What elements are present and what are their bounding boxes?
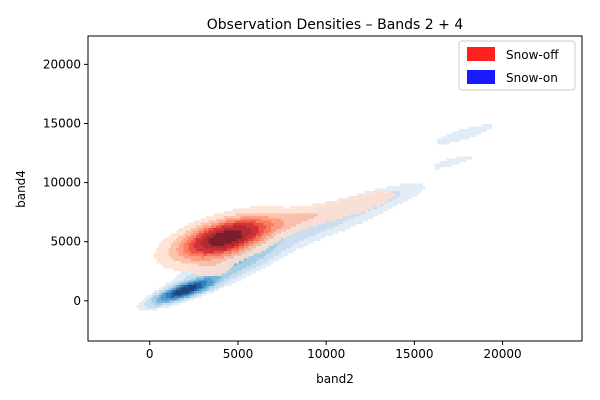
- density-layer: [136, 124, 492, 311]
- y-axis-label: band4: [14, 170, 28, 208]
- y-tick-label: 20000: [43, 57, 81, 71]
- y-axis: 0 5000 10000 15000 20000: [43, 57, 88, 308]
- x-axis-label: band2: [316, 372, 354, 386]
- legend-swatch-snow-off: [467, 47, 495, 61]
- y-tick-label: 5000: [50, 235, 81, 249]
- x-tick-label: 5000: [223, 347, 254, 361]
- x-tick-label: 15000: [395, 347, 433, 361]
- legend-label-snow-on: Snow-on: [506, 71, 558, 85]
- chart-title: Observation Densities – Bands 2 + 4: [207, 17, 464, 33]
- legend-swatch-snow-on: [467, 70, 495, 84]
- x-tick-label: 20000: [484, 347, 522, 361]
- y-tick-label: 0: [73, 294, 81, 308]
- y-tick-label: 15000: [43, 116, 81, 130]
- plot-frame: [87, 35, 583, 342]
- density-level-snow-off: [208, 230, 242, 247]
- density-snow-off: [153, 190, 396, 276]
- x-tick-label: 10000: [307, 347, 345, 361]
- legend-label-snow-off: Snow-off: [506, 48, 559, 62]
- x-axis: 0 5000 10000 15000 20000: [146, 341, 522, 361]
- density-level-snow-on: [173, 285, 197, 296]
- y-tick-label: 10000: [43, 176, 81, 190]
- legend: Snow-off Snow-on: [458, 40, 576, 91]
- x-tick-label: 0: [146, 347, 154, 361]
